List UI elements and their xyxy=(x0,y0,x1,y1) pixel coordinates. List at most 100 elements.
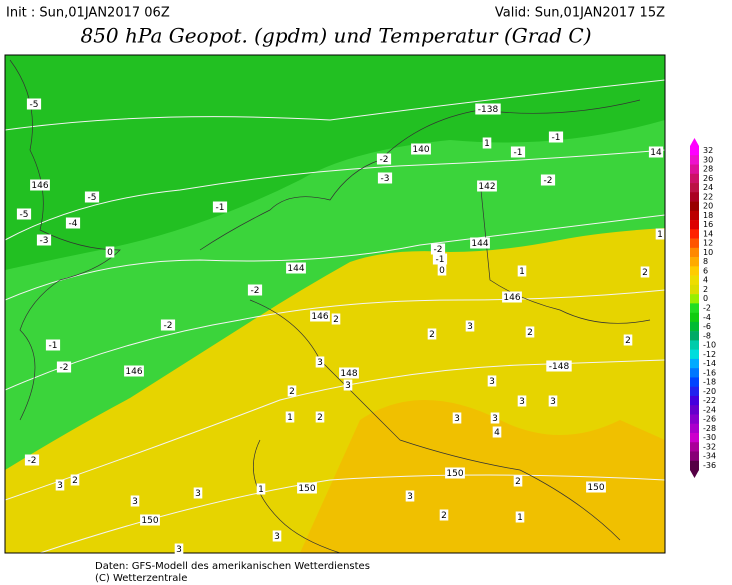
colorbar-band xyxy=(690,451,699,462)
label-box xyxy=(482,137,492,149)
colorbar-band xyxy=(690,146,699,156)
label-box xyxy=(247,284,263,296)
contour-label: 0 xyxy=(439,266,445,276)
label-box xyxy=(140,514,160,526)
label-box xyxy=(297,482,317,494)
contour-label: -2 xyxy=(28,456,37,466)
label-box xyxy=(502,291,522,303)
colorbar-label: -34 xyxy=(703,452,716,461)
label-box xyxy=(84,191,100,203)
colorbar-label: 8 xyxy=(703,257,708,266)
contour-label: 2 xyxy=(527,328,533,338)
label-box xyxy=(70,474,80,486)
label-box xyxy=(193,487,203,499)
label-box xyxy=(36,234,52,246)
label-box xyxy=(315,356,325,368)
contour-label: 3 xyxy=(407,492,413,502)
contour-label: 142 xyxy=(478,182,495,192)
colorbar-band xyxy=(690,460,699,471)
contour-label: -2 xyxy=(251,286,260,296)
contour-label: 2 xyxy=(441,511,447,521)
contour-label: 3 xyxy=(345,381,351,391)
contour-label: 3 xyxy=(550,397,556,407)
label-box xyxy=(515,511,525,523)
contour-label: -2 xyxy=(60,363,69,373)
colorbar-band xyxy=(690,229,699,239)
label-box xyxy=(310,310,330,322)
label-box xyxy=(470,237,490,249)
contour-label: 3 xyxy=(132,497,138,507)
footer-copyright: (C) Wetterzentrale xyxy=(95,573,187,584)
contour-label: 2 xyxy=(289,387,295,397)
colorbar-label: 26 xyxy=(703,174,713,183)
contour-label: 1 xyxy=(657,230,663,240)
colorbar-band xyxy=(690,173,699,184)
colorbar-top-arrow xyxy=(690,138,699,146)
label-box xyxy=(586,481,606,493)
colorbar-band xyxy=(690,395,699,406)
label-box xyxy=(24,454,40,466)
contour-label: -5 xyxy=(88,193,97,203)
colorbar-label: 16 xyxy=(703,220,713,229)
label-box xyxy=(623,334,633,346)
colorbar-band xyxy=(690,238,699,249)
colorbar-band xyxy=(690,266,699,276)
colorbar-band xyxy=(690,358,699,369)
colorbar-band xyxy=(690,386,699,397)
label-box xyxy=(405,490,415,502)
contour-label: 1 xyxy=(519,267,525,277)
colorbar-label: -4 xyxy=(703,313,711,322)
colorbar-band xyxy=(690,284,699,295)
label-box xyxy=(640,266,650,278)
valid-time: Valid: Sun,01JAN2017 15Z xyxy=(495,6,665,21)
contour-label: 150 xyxy=(446,469,463,479)
contour-label: -1 xyxy=(514,148,523,158)
label-box xyxy=(439,509,449,521)
contour-label: 150 xyxy=(141,516,158,526)
contour-label: 146 xyxy=(503,293,520,303)
colorbar-band xyxy=(690,201,699,212)
colorbar-label: -36 xyxy=(703,461,716,470)
contour-label: 2 xyxy=(317,413,323,423)
label-box xyxy=(437,264,447,276)
colorbar-band xyxy=(690,442,699,452)
label-box xyxy=(331,313,341,325)
label-box xyxy=(376,153,392,165)
contour-label: 14 xyxy=(650,148,662,158)
colorbar-band xyxy=(690,321,699,332)
contour-label: 3 xyxy=(274,532,280,542)
coastlines xyxy=(9,59,651,553)
colorbar-label: 4 xyxy=(703,276,708,285)
colorbar-band xyxy=(690,340,699,350)
label-box xyxy=(124,365,144,377)
label-box xyxy=(548,395,558,407)
contour-label: 146 xyxy=(31,181,48,191)
colorbar-band xyxy=(690,349,699,360)
contour-label: 1 xyxy=(287,413,293,423)
contour-label: -3 xyxy=(381,174,390,184)
label-box xyxy=(517,395,527,407)
contour-label: 144 xyxy=(287,264,304,274)
contour-label: 150 xyxy=(587,483,604,493)
contour-label: 3 xyxy=(317,358,323,368)
label-box xyxy=(130,495,140,507)
colorbar-band xyxy=(690,414,699,425)
colorbar-label: 12 xyxy=(703,239,713,248)
colorbar-band xyxy=(690,423,699,434)
label-box xyxy=(490,412,500,424)
colorbar-label: -16 xyxy=(703,368,716,377)
contour-label: -5 xyxy=(20,210,29,220)
contour-label: -2 xyxy=(434,245,443,255)
colorbar-label: -24 xyxy=(703,405,716,414)
map-area xyxy=(5,55,665,553)
contour-label: 3 xyxy=(176,545,182,555)
contour-label: 1 xyxy=(484,139,490,149)
colorbar-label: 0 xyxy=(703,294,708,303)
label-box xyxy=(432,253,448,265)
colorbar-band xyxy=(690,312,699,323)
colorbar-band xyxy=(690,183,699,193)
warm-patch xyxy=(300,400,665,553)
contour-label: 2 xyxy=(72,476,78,486)
contour-label: 3 xyxy=(195,489,201,499)
colorbar-label: 20 xyxy=(703,202,713,211)
